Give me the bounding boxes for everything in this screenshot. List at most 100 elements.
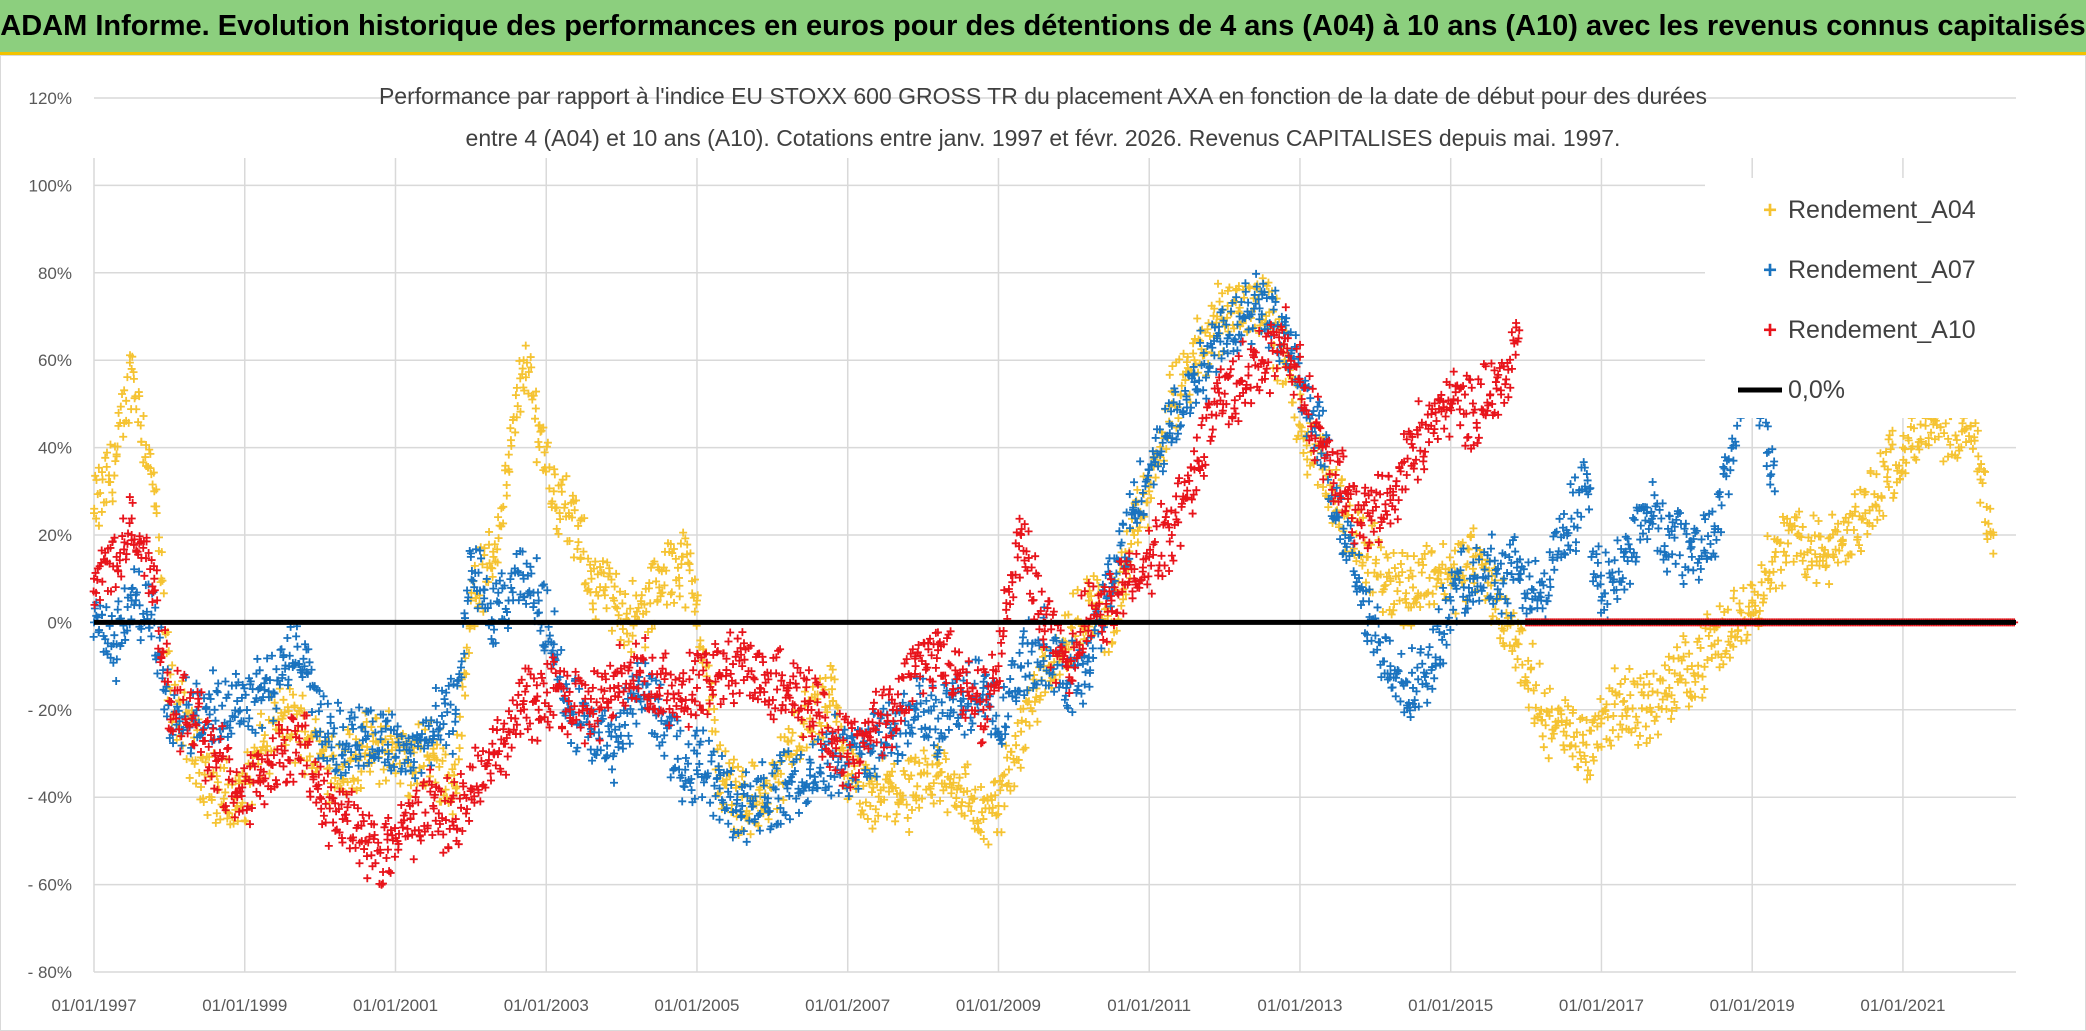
point-rendement-a04 — [646, 599, 655, 608]
point-rendement-a07 — [1192, 398, 1201, 407]
point-rendement-a10 — [507, 743, 516, 752]
point-rendement-a04 — [305, 752, 314, 761]
point-rendement-a04 — [290, 701, 299, 710]
point-rendement-a04 — [119, 432, 128, 441]
point-rendement-a04 — [1890, 489, 1899, 498]
point-rendement-a07 — [1620, 585, 1629, 594]
point-rendement-a04 — [859, 781, 868, 790]
point-rendement-a07 — [796, 750, 805, 759]
point-rendement-a04 — [1729, 586, 1738, 595]
point-rendement-a04 — [1324, 503, 1333, 512]
point-rendement-a04 — [1673, 643, 1682, 652]
point-rendement-a07 — [1679, 579, 1688, 588]
point-rendement-a07 — [1767, 470, 1776, 479]
point-rendement-a07 — [632, 719, 641, 728]
point-rendement-a04 — [963, 787, 972, 796]
point-rendement-a10 — [666, 670, 675, 679]
point-rendement-a07 — [1015, 648, 1024, 657]
point-rendement-a04 — [513, 402, 522, 411]
point-rendement-a04 — [690, 575, 699, 584]
point-rendement-a04 — [1402, 589, 1411, 598]
point-rendement-a04 — [683, 540, 692, 549]
point-rendement-a04 — [955, 773, 964, 782]
point-rendement-a04 — [141, 453, 150, 462]
point-rendement-a04 — [1989, 549, 1998, 558]
point-rendement-a07 — [715, 815, 724, 824]
point-rendement-a07 — [1660, 542, 1669, 551]
point-rendement-a04 — [1073, 585, 1082, 594]
point-rendement-a07 — [931, 725, 940, 734]
point-rendement-a04 — [921, 754, 930, 763]
point-rendement-a04 — [229, 819, 238, 828]
point-rendement-a07 — [1367, 636, 1376, 645]
point-rendement-a04 — [450, 771, 459, 780]
data-points — [89, 269, 2019, 889]
point-rendement-a04 — [958, 798, 967, 807]
point-rendement-a04 — [1033, 717, 1042, 726]
x-tick-label: 01/01/2007 — [805, 996, 890, 1015]
point-rendement-a07 — [494, 598, 503, 607]
point-rendement-a04 — [997, 828, 1006, 837]
point-rendement-a04 — [1000, 802, 1009, 811]
point-rendement-a07 — [1524, 558, 1533, 567]
point-rendement-a04 — [729, 755, 738, 764]
point-rendement-a04 — [205, 752, 214, 761]
point-rendement-a04 — [1209, 311, 1218, 320]
point-rendement-a04 — [658, 588, 667, 597]
point-rendement-a10 — [289, 777, 298, 786]
point-rendement-a04 — [1036, 691, 1045, 700]
point-rendement-a04 — [148, 480, 157, 489]
point-rendement-a04 — [257, 709, 266, 718]
point-rendement-a04 — [191, 756, 200, 765]
point-rendement-a04 — [280, 708, 289, 717]
point-rendement-a07 — [480, 585, 489, 594]
point-rendement-a04 — [874, 792, 883, 801]
point-rendement-a04 — [526, 353, 535, 362]
point-rendement-a04 — [250, 743, 259, 752]
point-rendement-a10 — [615, 640, 624, 649]
point-rendement-a07 — [755, 826, 764, 835]
point-rendement-a04 — [1337, 476, 1346, 485]
point-rendement-a04 — [861, 798, 870, 807]
point-rendement-a10 — [528, 735, 537, 744]
point-rendement-a04 — [102, 448, 111, 457]
point-rendement-a04 — [1183, 353, 1192, 362]
point-rendement-a04 — [154, 533, 163, 542]
point-rendement-a07 — [1391, 692, 1400, 701]
point-rendement-a04 — [660, 581, 669, 590]
point-rendement-a04 — [903, 813, 912, 822]
point-rendement-a04 — [106, 478, 115, 487]
point-rendement-a04 — [1645, 680, 1654, 689]
point-rendement-a07 — [1546, 582, 1555, 591]
point-rendement-a04 — [1223, 301, 1232, 310]
point-rendement-a07 — [532, 554, 541, 563]
point-rendement-a04 — [1395, 578, 1404, 587]
point-rendement-a07 — [1527, 605, 1536, 614]
point-rendement-a04 — [618, 599, 627, 608]
point-rendement-a04 — [298, 691, 307, 700]
point-rendement-a04 — [967, 807, 976, 816]
point-rendement-a04 — [675, 581, 684, 590]
point-rendement-a04 — [94, 521, 103, 530]
point-rendement-a07 — [1726, 466, 1735, 475]
point-rendement-a04 — [197, 783, 206, 792]
point-rendement-a10 — [421, 808, 430, 817]
point-rendement-a04 — [1299, 448, 1308, 457]
point-rendement-a04 — [352, 786, 361, 795]
point-rendement-a04 — [627, 647, 636, 656]
point-rendement-a04 — [1319, 482, 1328, 491]
point-rendement-a07 — [1205, 363, 1214, 372]
point-rendement-a04 — [1130, 531, 1139, 539]
point-rendement-a07 — [903, 739, 912, 748]
point-rendement-a04 — [1004, 779, 1013, 788]
point-rendement-a07 — [1425, 643, 1434, 652]
point-rendement-a04 — [710, 705, 719, 714]
point-rendement-a10 — [542, 688, 551, 697]
point-rendement-a04 — [1648, 687, 1657, 696]
point-rendement-a04 — [261, 746, 270, 755]
point-rendement-a04 — [1634, 740, 1643, 749]
point-rendement-a04 — [406, 781, 415, 790]
y-tick-label: - 80% — [28, 963, 72, 982]
point-rendement-a04 — [1422, 541, 1431, 550]
point-rendement-a07 — [336, 706, 345, 715]
